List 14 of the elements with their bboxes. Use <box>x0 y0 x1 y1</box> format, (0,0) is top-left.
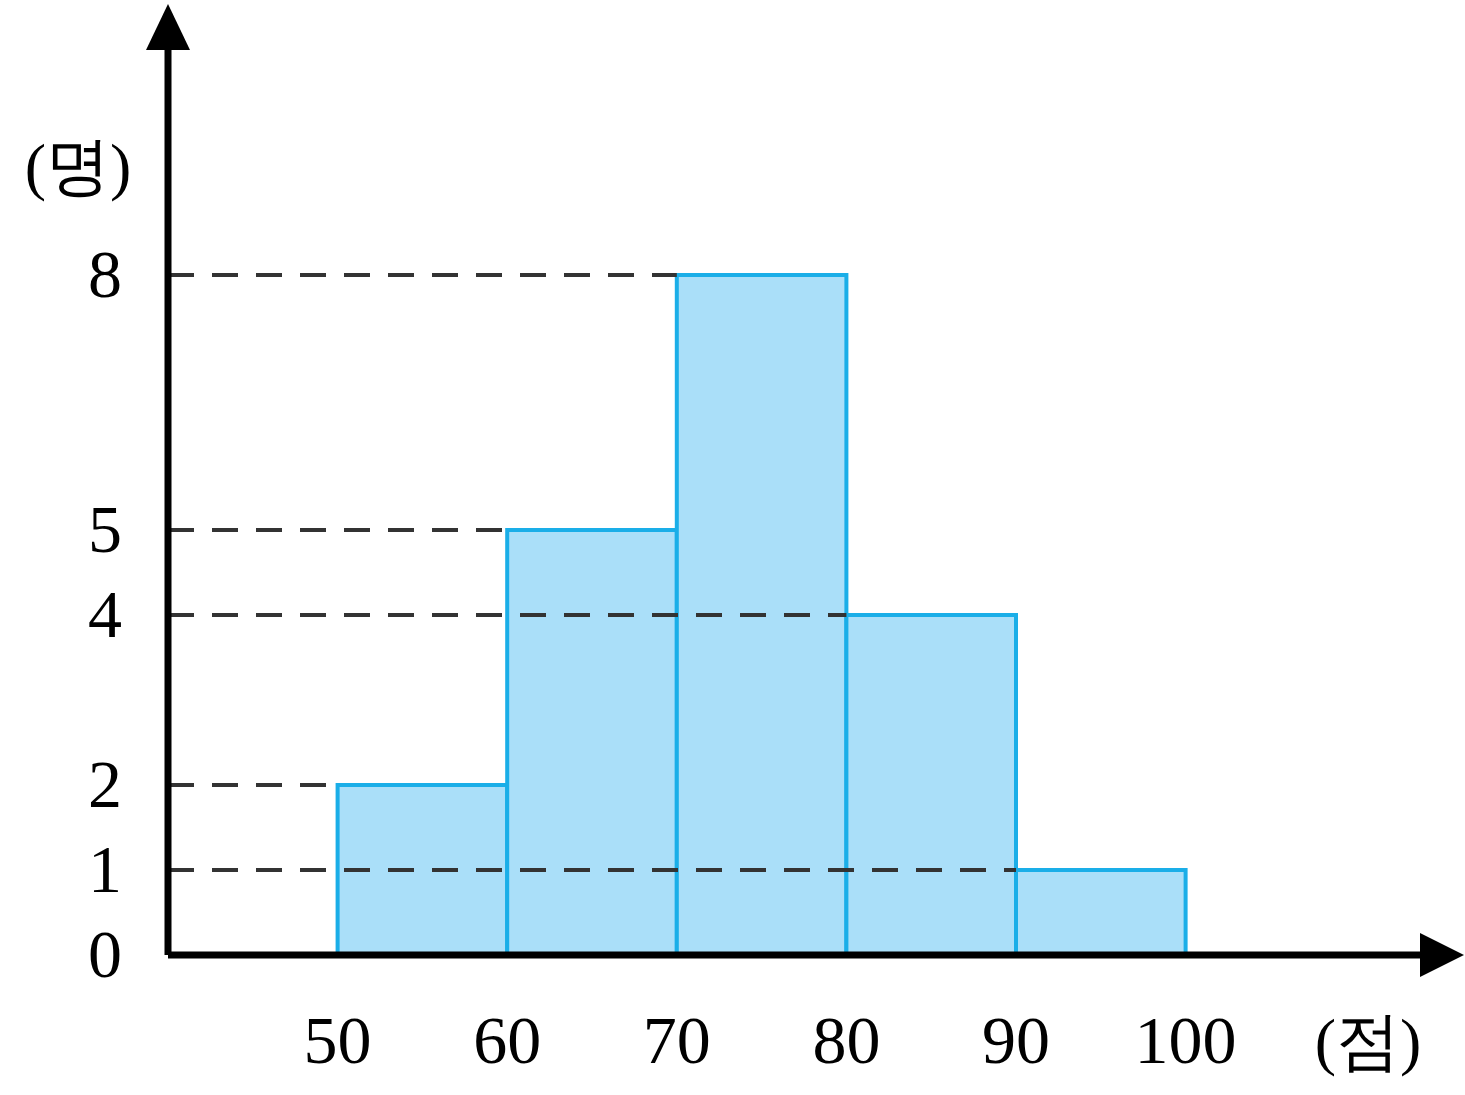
x-tick-label: 70 <box>642 1002 711 1078</box>
x-tick-label: 60 <box>473 1002 542 1078</box>
y-tick-label: 0 <box>88 916 122 992</box>
x-tick-label: 90 <box>982 1002 1050 1078</box>
x-tick-label: 100 <box>1134 1002 1237 1078</box>
y-tick-label: 5 <box>88 491 122 567</box>
y-tick-label: 4 <box>88 576 122 652</box>
x-tick-label: 50 <box>303 1002 372 1078</box>
y-tick-label: 8 <box>88 236 122 312</box>
y-axis-title: (명) <box>24 131 132 202</box>
y-tick-label: 2 <box>88 746 122 822</box>
x-tick-label: 80 <box>812 1002 881 1078</box>
x-axis-title: (점) <box>1314 1006 1422 1077</box>
y-tick-label: 1 <box>88 831 122 907</box>
